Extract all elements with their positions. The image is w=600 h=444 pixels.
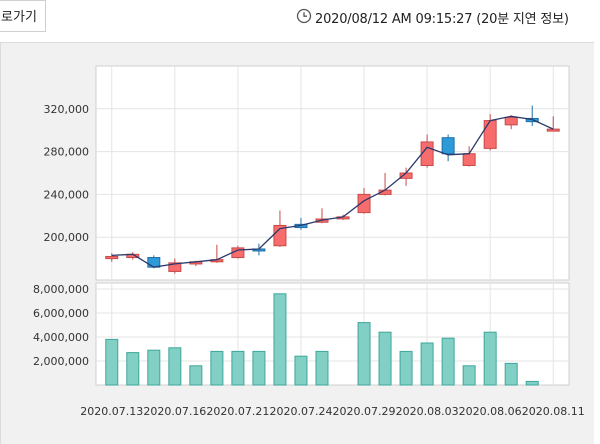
price-plot-area — [95, 65, 570, 281]
price-tick-label: 200,000 — [44, 231, 90, 244]
volume-bar — [357, 322, 371, 386]
x-tick-label: 2020.07.29 — [333, 405, 396, 418]
top-bar: 로가기 2020/08/12 AM 09:15:27 (20분 지연 정보) — [0, 0, 600, 42]
volume-tick-label: 4,000,000 — [33, 331, 89, 344]
stock-chart: 200,000 240,000 280,000 320,000 2,000,000 4,0… — [33, 65, 585, 418]
volume-tick-label: 2,000,000 — [33, 355, 89, 368]
volume-bar — [378, 331, 392, 386]
x-tick-label: 2020.07.16 — [143, 405, 206, 418]
candle-up — [105, 255, 119, 260]
x-tick-label: 2020.07.24 — [269, 405, 332, 418]
candle-up — [420, 141, 434, 167]
volume-bar — [189, 365, 203, 386]
volume-bar — [525, 380, 539, 386]
candle-up — [483, 120, 497, 149]
volume-tick-label: 6,000,000 — [33, 307, 89, 320]
candle-up — [546, 128, 560, 132]
x-tick-label: 2020.08.06 — [459, 405, 522, 418]
candle-up — [462, 153, 476, 167]
volume-bar — [126, 352, 140, 386]
volume-tick-label: 8,000,000 — [33, 283, 89, 296]
candle-down — [441, 137, 455, 155]
volume-bar — [273, 293, 287, 386]
price-tick-label: 240,000 — [44, 188, 90, 201]
volume-plot-area — [95, 282, 570, 386]
candle-up — [168, 262, 182, 272]
volume-bar — [399, 350, 413, 386]
x-tick-label: 2020.07.13 — [80, 405, 143, 418]
volume-bar — [210, 350, 224, 386]
moving-average-line — [111, 115, 554, 268]
price-tick-label: 320,000 — [44, 103, 90, 116]
candle-up — [273, 224, 287, 247]
volume-bar — [294, 355, 308, 386]
volume-bar — [147, 349, 161, 386]
volume-bar — [231, 350, 245, 386]
volume-bar — [315, 350, 329, 386]
volume-bar — [504, 362, 518, 386]
volume-bar — [105, 338, 119, 386]
volume-bar — [420, 342, 434, 386]
x-tick-label: 2020.08.03 — [396, 405, 459, 418]
chart-panel: 200,000 240,000 280,000 320,000 2,000,000 4,0… — [0, 42, 594, 444]
volume-bar — [483, 331, 497, 386]
x-tick-label: 2020.08.11 — [522, 405, 585, 418]
volume-bar — [441, 337, 455, 386]
volume-bar — [462, 365, 476, 386]
last-updated-timestamp: 2020/08/12 AM 09:15:27 (20분 지연 정보) — [315, 12, 569, 27]
candle-up — [504, 116, 518, 126]
clock-icon — [296, 8, 312, 26]
candle-down — [147, 257, 161, 268]
back-button[interactable]: 로가기 — [0, 0, 46, 32]
volume-bar — [168, 347, 182, 386]
x-tick-label: 2020.07.21 — [206, 405, 269, 418]
volume-bar — [252, 350, 266, 386]
price-tick-label: 280,000 — [44, 146, 90, 159]
